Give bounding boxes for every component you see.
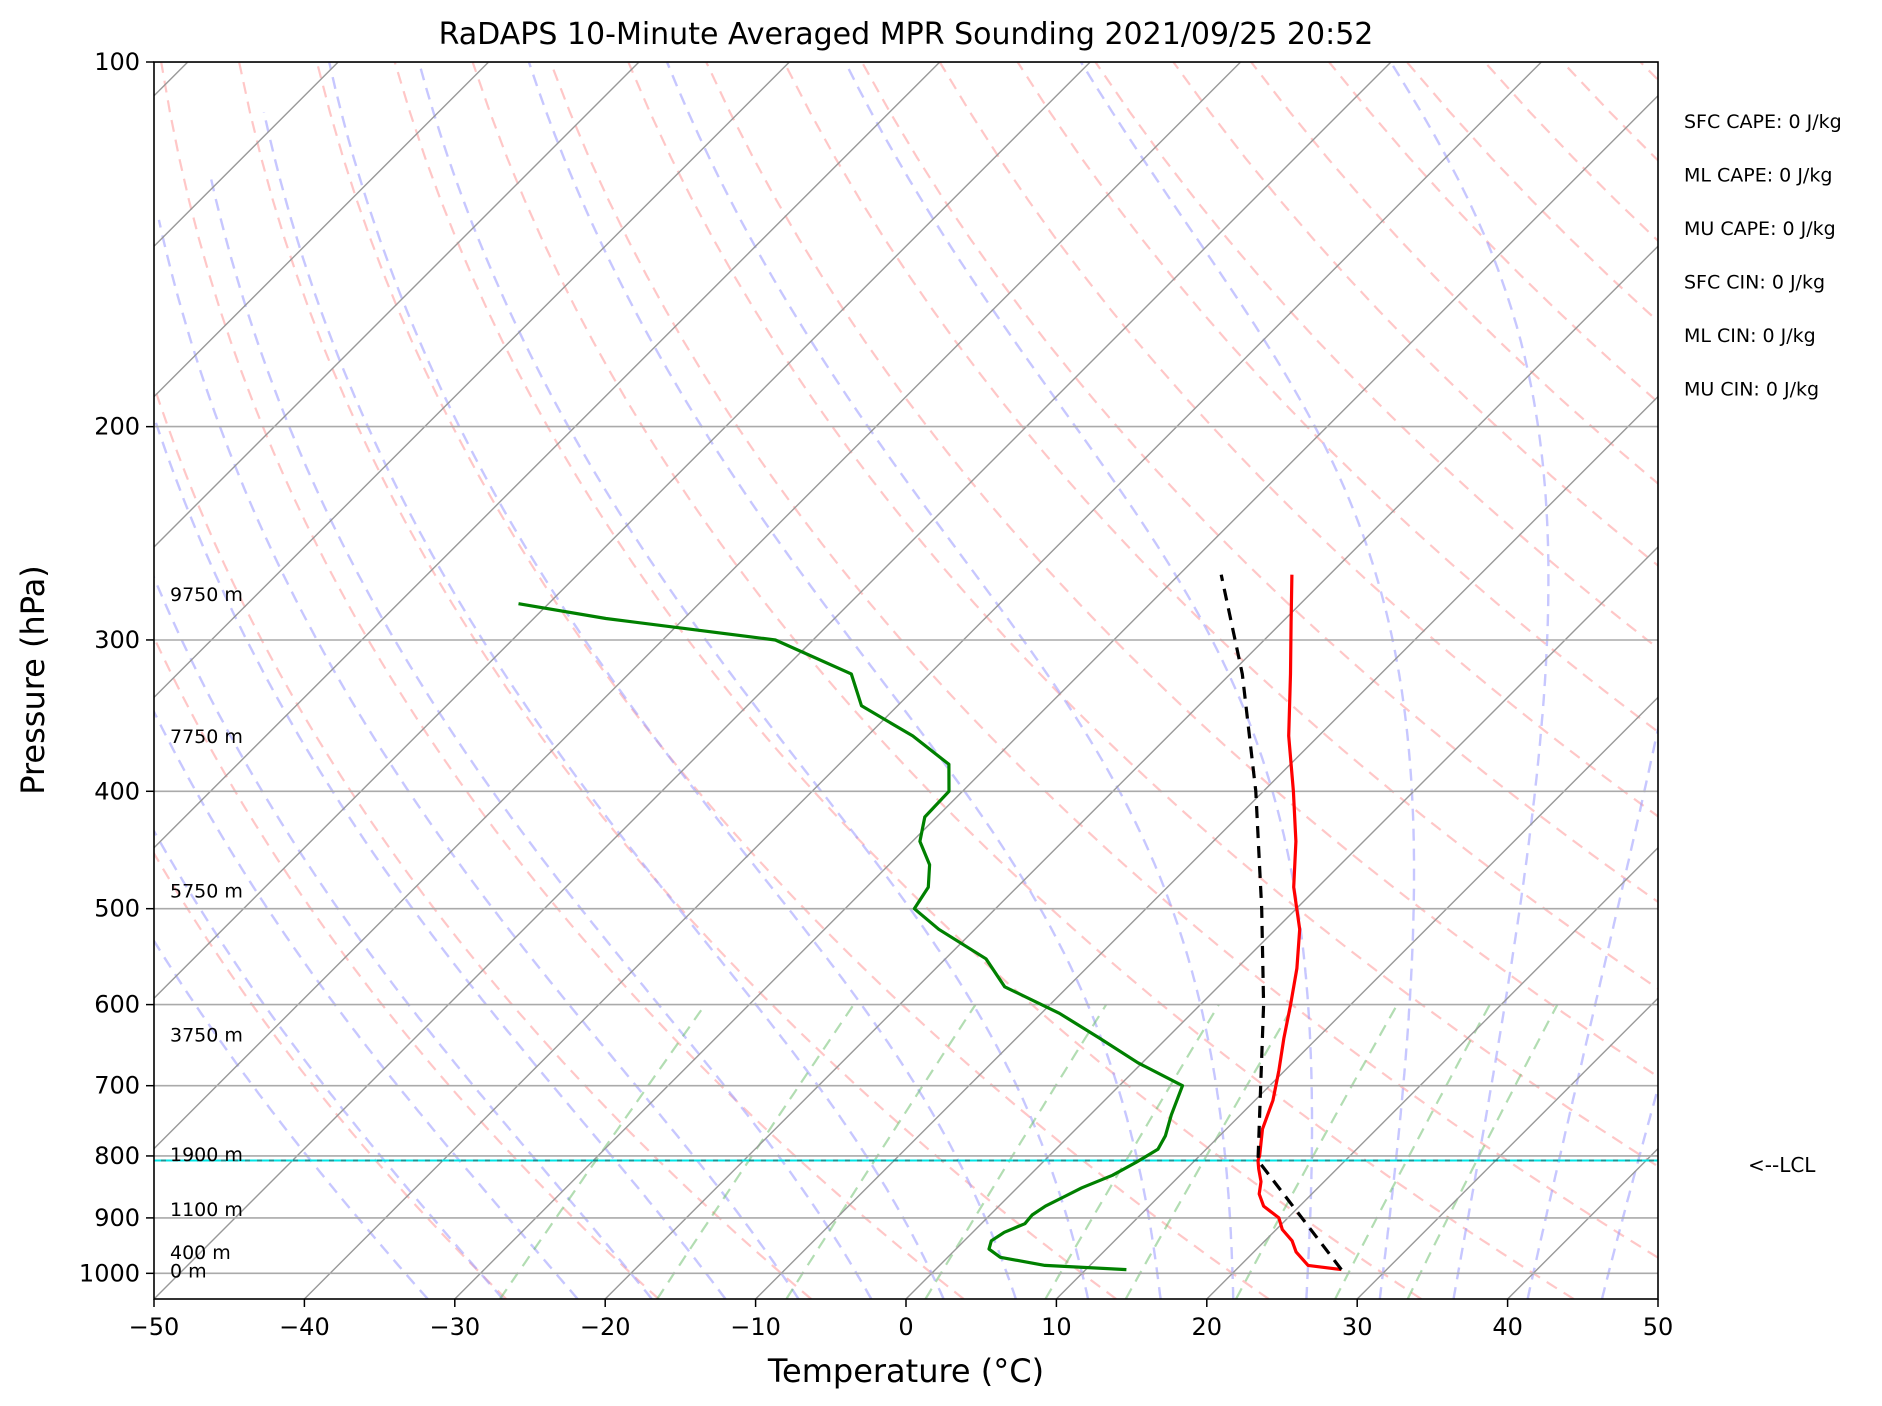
- x-tick-label: 0: [898, 1313, 913, 1341]
- moist-adiabat: [154, 828, 504, 1299]
- mixing-ratio-line: [1235, 1004, 1399, 1299]
- x-tick-label: −30: [429, 1313, 480, 1341]
- height-label: 9750 m: [170, 584, 243, 606]
- x-axis-label: Temperature (°C): [767, 1352, 1044, 1390]
- isotherm: [604, 245, 1658, 1299]
- isotherm: [154, 62, 640, 548]
- x-tick-label: −50: [129, 1313, 180, 1341]
- moist-adiabat: [1526, 723, 1658, 1299]
- dry-adiabat: [549, 62, 1658, 1259]
- isotherm: [1356, 997, 1658, 1299]
- stat-line: SFC CAPE: 0 J/kg: [1684, 111, 1842, 133]
- moist-adiabat: [844, 62, 1314, 1299]
- isotherm: [905, 546, 1658, 1299]
- stat-line: MU CAPE: 0 J/kg: [1684, 218, 1836, 240]
- dry-adiabat: [627, 62, 1658, 1168]
- height-label: 400 m: [170, 1242, 231, 1264]
- isotherm: [1055, 696, 1658, 1299]
- isotherm: [303, 62, 1542, 1299]
- isotherm: [1206, 846, 1658, 1299]
- dry-adiabat: [1016, 62, 1658, 734]
- y-tick-label: 600: [94, 991, 140, 1019]
- stat-line: ML CAPE: 0 J/kg: [1684, 165, 1832, 187]
- dry-adiabat: [938, 62, 1658, 818]
- moist-adiabat: [417, 62, 1090, 1299]
- y-tick-label: 700: [94, 1072, 140, 1100]
- mixing-ratio-line: [785, 1003, 977, 1299]
- dry-adiabat: [860, 62, 1658, 904]
- moist-adiabat: [154, 574, 653, 1299]
- dry-adiabat: [471, 62, 1575, 1299]
- x-tick-label: −20: [580, 1313, 631, 1341]
- parcel-profile: [1219, 574, 1343, 1271]
- x-tick-label: 30: [1342, 1313, 1373, 1341]
- y-tick-label: 300: [94, 626, 140, 654]
- isotherm: [154, 62, 490, 398]
- y-tick-label: 400: [94, 777, 140, 805]
- y-tick-label: 500: [94, 895, 140, 923]
- dry-adiabat: [1094, 62, 1658, 650]
- y-axis-label: Pressure (hPa): [14, 565, 52, 795]
- mixing-ratio-line: [1124, 1004, 1295, 1299]
- lcl-label: <--LCL: [1748, 1153, 1816, 1177]
- temperature-profile: [1256, 574, 1342, 1272]
- mixing-ratio-line: [1334, 1004, 1491, 1299]
- y-tick-label: 1000: [79, 1259, 140, 1287]
- x-tick-label: 10: [1041, 1313, 1072, 1341]
- dewpoint-profile: [518, 602, 1185, 1272]
- isotherm: [154, 62, 941, 849]
- moist-adiabat: [154, 709, 579, 1299]
- isotherm: [154, 62, 1392, 1299]
- height-label: 0 m: [170, 1261, 207, 1283]
- x-tick-label: 20: [1192, 1313, 1223, 1341]
- height-label: 1900 m: [170, 1144, 243, 1166]
- chart-title: RaDAPS 10-Minute Averaged MPR Sounding 2…: [439, 17, 1374, 52]
- height-label: 3750 m: [170, 1024, 243, 1046]
- dry-adiabat: [783, 62, 1658, 991]
- y-tick-label: 800: [94, 1142, 140, 1170]
- moist-adiabat: [1079, 62, 1416, 1299]
- moist-adiabat: [1600, 1083, 1658, 1299]
- moist-adiabat: [1389, 62, 1550, 1299]
- y-tick-label: 200: [94, 413, 140, 441]
- y-tick-label: 900: [94, 1204, 140, 1232]
- mixing-ratio-line: [924, 1004, 1108, 1299]
- isotherm: [755, 395, 1658, 1299]
- moist-adiabat: [157, 219, 800, 1299]
- dry-adiabat: [154, 634, 660, 1299]
- moist-adiabat: [154, 938, 429, 1299]
- dry-adiabat: [238, 62, 1117, 1299]
- dry-adiabat: [705, 62, 1658, 1079]
- y-tick-label: 100: [94, 48, 140, 76]
- mixing-ratio-line: [498, 1003, 707, 1299]
- mixing-ratio-line: [656, 1003, 855, 1299]
- stat-line: ML CIN: 0 J/kg: [1684, 325, 1816, 347]
- height-label: 7750 m: [170, 726, 243, 748]
- moist-adiabat: [328, 62, 1018, 1299]
- x-tick-label: −10: [730, 1313, 781, 1341]
- height-label: 5750 m: [170, 881, 243, 903]
- isotherm: [454, 94, 1658, 1299]
- mixing-ratio-line: [1406, 1004, 1559, 1299]
- height-label: 1100 m: [170, 1199, 243, 1221]
- moist-adiabat: [665, 62, 1235, 1299]
- isotherm: [154, 62, 1242, 1150]
- x-tick-label: 50: [1643, 1313, 1674, 1341]
- isotherm: [154, 62, 1091, 1000]
- stat-line: MU CIN: 0 J/kg: [1684, 379, 1819, 401]
- stat-line: SFC CIN: 0 J/kg: [1684, 272, 1825, 294]
- isotherm: [154, 62, 790, 699]
- moist-adiabat: [527, 62, 1162, 1299]
- dry-adiabat: [315, 62, 1270, 1299]
- x-tick-label: −40: [279, 1313, 330, 1341]
- dry-adiabat: [393, 62, 1422, 1299]
- x-tick-label: 40: [1492, 1313, 1523, 1341]
